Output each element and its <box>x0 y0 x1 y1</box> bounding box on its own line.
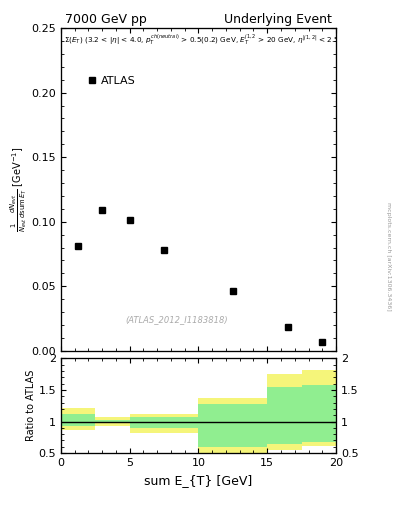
ATLAS <box>320 338 325 345</box>
Y-axis label: Ratio to ATLAS: Ratio to ATLAS <box>26 370 36 441</box>
Text: mcplots.cern.ch [arXiv:1306.3436]: mcplots.cern.ch [arXiv:1306.3436] <box>386 202 391 310</box>
ATLAS <box>100 207 105 213</box>
ATLAS <box>230 288 235 294</box>
Text: (ATLAS_2012_I1183818): (ATLAS_2012_I1183818) <box>125 315 228 324</box>
ATLAS <box>76 243 81 249</box>
ATLAS <box>127 217 132 223</box>
Text: $\Sigma(E_T)$ (3.2 < |$\eta$| < 4.0, $p^{ch(neutral)}_T$ > 0.5(0.2) GeV, $E_T^{j: $\Sigma(E_T)$ (3.2 < |$\eta$| < 4.0, $p^… <box>64 33 342 47</box>
ATLAS <box>162 247 167 253</box>
Y-axis label: $\frac{1}{N_{evt}}\frac{dN_{evt}}{d\mathrm{sum}\,E_T}$ [GeV$^{-1}$]: $\frac{1}{N_{evt}}\frac{dN_{evt}}{d\math… <box>8 147 29 232</box>
Legend: ATLAS: ATLAS <box>83 72 139 89</box>
Text: 7000 GeV pp: 7000 GeV pp <box>65 13 147 26</box>
Text: Underlying Event: Underlying Event <box>224 13 332 26</box>
Line: ATLAS: ATLAS <box>75 207 326 345</box>
X-axis label: sum E_{T} [GeV]: sum E_{T} [GeV] <box>144 474 253 486</box>
ATLAS <box>285 325 290 331</box>
